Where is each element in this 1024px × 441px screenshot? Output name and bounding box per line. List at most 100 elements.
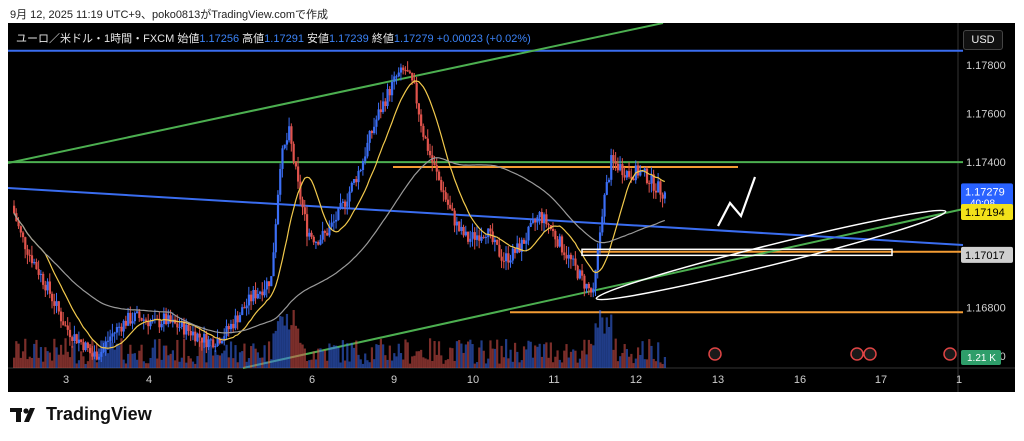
candle-body [446, 199, 450, 205]
candle-body [661, 194, 664, 199]
volume-bar [124, 363, 128, 368]
volume-bar [245, 361, 248, 368]
candle-body [301, 199, 304, 208]
volume-bar [218, 355, 221, 368]
candle-body [279, 168, 282, 195]
candle-body [471, 232, 474, 239]
volume-bar [147, 363, 150, 368]
volume-bar [57, 354, 60, 368]
volume-bar [645, 359, 649, 368]
volume-bar [511, 361, 514, 368]
candle-body [308, 232, 311, 237]
volume-bar [189, 358, 192, 368]
volume-bar [68, 357, 72, 368]
volume-bar [518, 362, 521, 368]
candle-body [21, 232, 25, 238]
volume-bar [634, 358, 637, 368]
candle-body [605, 182, 608, 195]
candle-body [451, 208, 454, 211]
volume-bar [538, 343, 541, 368]
volume-bar [498, 363, 501, 368]
volume-bar [364, 353, 367, 368]
volume-bar [285, 313, 289, 368]
volume-bar [86, 361, 90, 368]
candle-body [118, 326, 121, 328]
candle-body [198, 333, 201, 338]
volume-bar [344, 360, 347, 368]
volume-bar [596, 327, 599, 368]
volume-bar [13, 357, 16, 368]
candle-body [623, 175, 626, 178]
candle-body [328, 226, 331, 236]
candle-body [169, 315, 172, 323]
candle-body [630, 176, 633, 179]
candle-body [433, 162, 436, 166]
volume-bar [437, 341, 441, 368]
volume-bar [605, 317, 608, 368]
volume-bar [522, 346, 526, 368]
volume-bar [28, 356, 31, 368]
volume-bar [77, 360, 81, 368]
candle-body [205, 333, 208, 348]
candle-body [73, 334, 76, 342]
candle-body [480, 236, 483, 241]
candle-body [489, 228, 492, 232]
volume-bar [424, 358, 427, 368]
candle-body [292, 143, 295, 162]
volume-bar [628, 356, 631, 368]
volume-bar [35, 339, 38, 368]
price-tick-label: 1.17400 [966, 157, 1006, 169]
candle-body [66, 325, 69, 330]
volume-bar [294, 325, 297, 368]
volume-bar [632, 363, 635, 368]
volume-bar [279, 315, 282, 368]
candle-body [229, 323, 233, 330]
volume-bar [198, 341, 201, 368]
candle-body [493, 239, 497, 243]
high-label: 高値 [242, 33, 265, 45]
volume-bar [335, 345, 338, 368]
candle-body [648, 183, 651, 185]
volume-bar [153, 339, 157, 368]
volume-bar [59, 344, 63, 368]
volume-bar [643, 359, 646, 368]
candle-body [460, 226, 463, 231]
volume-bar [357, 354, 360, 368]
volume-bar [252, 343, 255, 368]
low-label: 安値 [307, 33, 329, 45]
candle-body [212, 339, 215, 348]
volume-bar [247, 358, 251, 368]
candle-body [475, 235, 479, 240]
volume-bar [185, 362, 188, 368]
candle-body [560, 236, 564, 253]
candle-body [420, 114, 423, 126]
volume-bar [297, 328, 300, 368]
volume-bar [614, 338, 617, 368]
currency-button[interactable]: USD [963, 30, 1003, 50]
time-tick-label: 1 [956, 374, 962, 386]
chart-frame[interactable]: 1.178001.176001.174001.168001.166001.172… [8, 23, 1015, 392]
candle-body [227, 325, 230, 330]
tradingview-logo-icon [10, 407, 35, 422]
candle-body [162, 313, 166, 325]
candle-body [422, 125, 425, 137]
time-tick-label: 10 [467, 374, 479, 386]
candle-body [621, 164, 624, 176]
volume-bar [639, 354, 642, 368]
candle-body [182, 321, 186, 335]
volume-bar [377, 344, 380, 368]
time-tick-label: 13 [712, 374, 724, 386]
volume-bar [55, 347, 58, 368]
price-chart[interactable]: 1.178001.176001.174001.168001.166001.172… [8, 23, 1015, 392]
candle-body [520, 239, 523, 252]
candle-body [659, 181, 662, 195]
volume-bar [556, 350, 559, 368]
volume-bar [471, 344, 474, 368]
candle-body [203, 333, 206, 343]
candle-body [402, 67, 405, 71]
candle-body [408, 71, 412, 73]
candle-body [330, 222, 333, 227]
candle-body [610, 155, 613, 180]
volume-bar [205, 362, 208, 368]
volume-bar [469, 339, 472, 368]
